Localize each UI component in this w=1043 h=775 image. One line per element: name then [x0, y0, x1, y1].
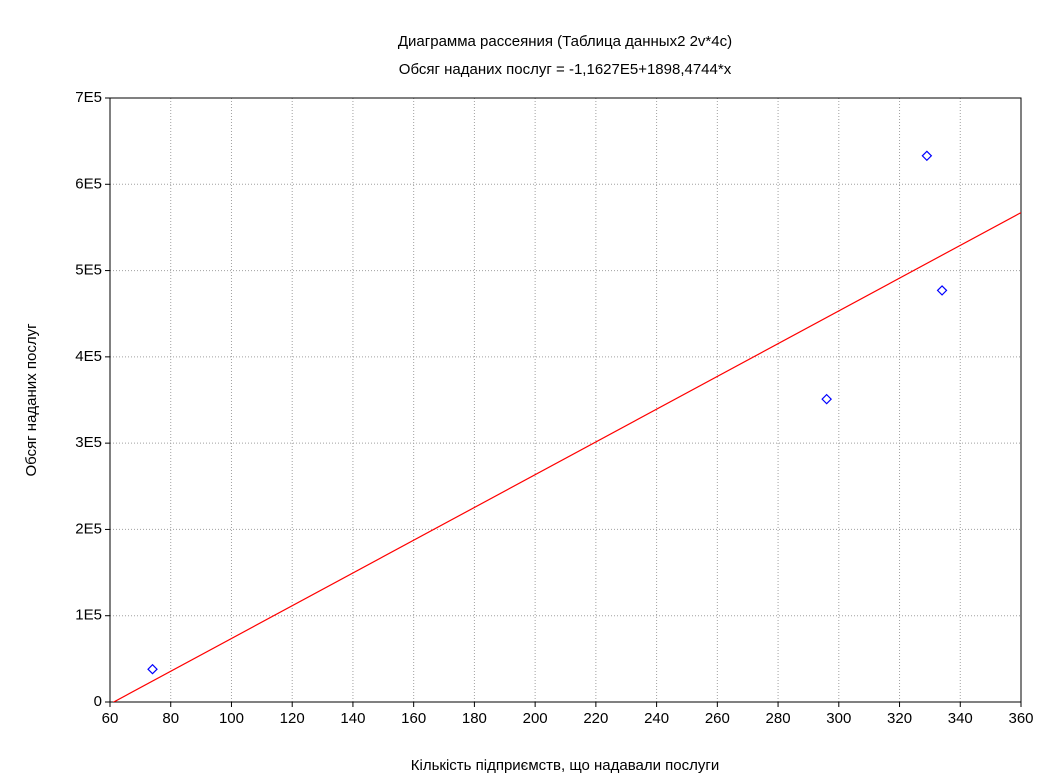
y-tick-label: 7E5 [75, 89, 102, 106]
scatter-point [936, 285, 948, 296]
plot-content [112, 150, 1021, 702]
x-tick-label: 140 [340, 710, 365, 727]
y-tick-label: 5E5 [75, 262, 102, 279]
plot-area [110, 98, 1021, 702]
x-tick-label: 160 [401, 710, 426, 727]
y-tick-label: 0 [94, 693, 102, 710]
y-tick-label: 3E5 [75, 434, 102, 451]
y-tick-label: 2E5 [75, 520, 102, 537]
scatter-point [821, 393, 833, 405]
y-axis-label: Обсяг наданих послуг [23, 323, 40, 477]
x-tick-label: 80 [162, 710, 179, 727]
x-tick-label: 280 [766, 710, 791, 727]
y-tick-label: 1E5 [75, 607, 102, 624]
plot-frame [109, 97, 1022, 703]
x-tick-label: 180 [462, 710, 487, 727]
chart-subtitle: Обсяг наданих послуг = -1,1627E5+1898,47… [399, 61, 732, 78]
x-tick-label: 300 [826, 710, 851, 727]
x-tick-label: 60 [102, 710, 119, 727]
scatter-point [921, 150, 933, 162]
x-tick-label: 240 [644, 710, 669, 727]
scatter-point [147, 663, 158, 675]
x-tick-label: 200 [523, 710, 548, 727]
x-tick-label: 260 [705, 710, 730, 727]
x-tick-label: 340 [948, 710, 973, 727]
y-tick-label: 4E5 [75, 348, 102, 365]
x-tick-label: 360 [1008, 710, 1033, 727]
y-tick-label: 6E5 [75, 175, 102, 192]
x-tick-label: 120 [280, 710, 305, 727]
x-axis-label: Кількість підприємств, що надавали послу… [411, 757, 720, 774]
chart-title: Диаграмма рассеяния (Таблица данных2 2v*… [398, 33, 732, 50]
x-tick-label: 220 [583, 710, 608, 727]
x-tick-label: 320 [887, 710, 912, 727]
trend-line [112, 212, 1021, 702]
x-tick-label: 100 [219, 710, 244, 727]
